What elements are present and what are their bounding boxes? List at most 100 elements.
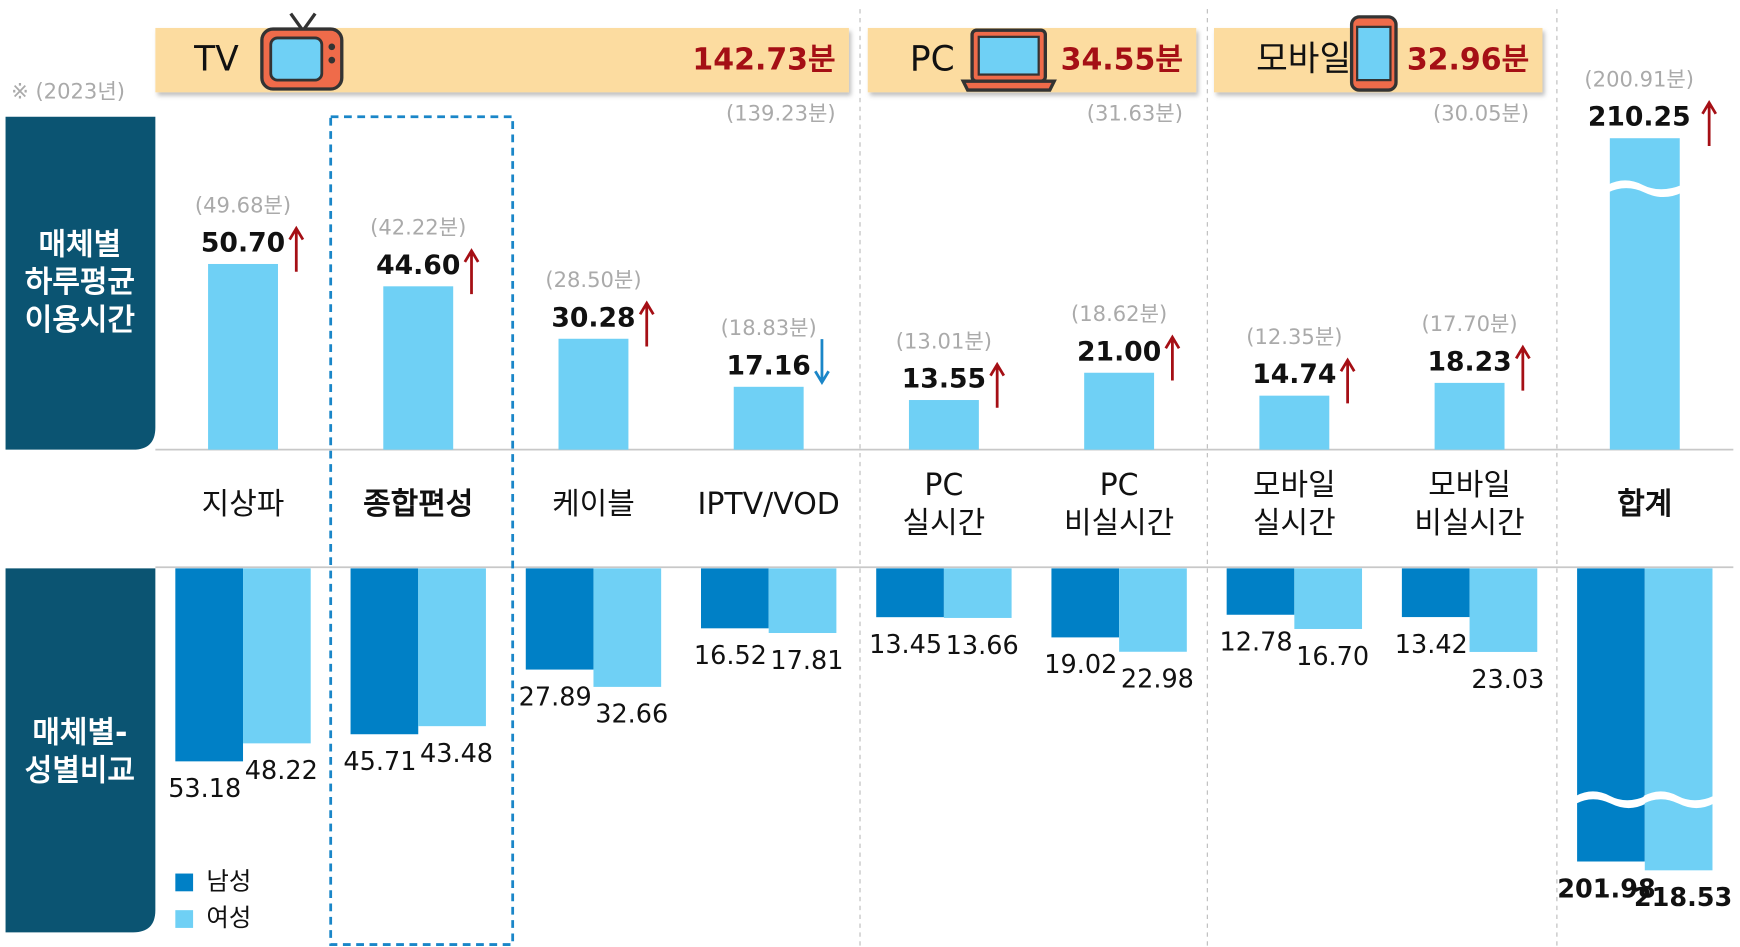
prev-value-label: (17.70분)	[1421, 311, 1517, 336]
group-prev-total: (139.23분)	[726, 101, 836, 126]
category-label: 지상파	[202, 487, 285, 522]
gender-value-label: 218.53	[1634, 883, 1732, 913]
prev-value-label: (42.22분)	[370, 215, 466, 240]
gender-bar	[243, 568, 311, 744]
gender-bar	[593, 568, 662, 687]
bar	[1434, 382, 1505, 450]
legend-swatch	[175, 873, 194, 892]
panel	[5, 116, 156, 450]
bar	[208, 263, 278, 450]
gender-value-label: 22.98	[1121, 665, 1194, 695]
tv-icon	[260, 12, 344, 91]
gender-value-label: 12.78	[1220, 628, 1293, 658]
category-label: IPTV/VOD	[697, 487, 839, 522]
gender-value-label: 32.66	[595, 700, 668, 730]
gender-bar	[1644, 568, 1713, 871]
note: ※ (2023년)	[11, 78, 125, 103]
gender-value-label: 48.22	[245, 756, 318, 786]
bar	[383, 286, 454, 450]
value-label: 17.16	[727, 350, 811, 381]
legend-swatch	[175, 910, 194, 928]
gender-bar	[1226, 568, 1295, 615]
gender-bar	[1119, 568, 1187, 652]
legend-label: 남성	[206, 866, 251, 895]
axis-break	[1643, 791, 1714, 809]
category-label: PC 비실시간	[1064, 468, 1174, 541]
gender-value-label: 13.45	[869, 630, 942, 660]
gender-bar	[943, 568, 1012, 618]
value-label: 21.00	[1077, 336, 1161, 367]
gender-value-label: 13.66	[946, 631, 1019, 661]
gender-bar	[1469, 568, 1538, 652]
prev-value-label: (28.50분)	[545, 267, 641, 292]
gender-bar	[350, 568, 419, 735]
axis-break	[1607, 180, 1682, 198]
gender-bar	[175, 568, 244, 762]
gender-value-label: 16.70	[1296, 642, 1369, 672]
category-label: 모바일 비실시간	[1414, 468, 1524, 541]
pc-icon	[960, 28, 1057, 92]
category-label: 종합편성	[363, 487, 473, 522]
category-label: 모바일 실시간	[1253, 468, 1336, 541]
category-label: 합계	[1617, 487, 1672, 522]
value-label: 210.25	[1588, 102, 1691, 133]
group-total: 142.73분	[692, 43, 835, 78]
value-label: 44.60	[376, 250, 460, 281]
bar	[733, 386, 804, 450]
prev-value-label: (13.01분)	[896, 328, 992, 353]
group-total: 32.96분	[1407, 43, 1529, 78]
value-label: 30.28	[551, 302, 635, 333]
group-name: TV	[193, 40, 239, 80]
mobile-icon	[1349, 15, 1398, 92]
legend-label: 여성	[206, 903, 251, 932]
change-arrow	[1164, 334, 1181, 381]
gender-bar	[768, 568, 837, 634]
prev-value-label: (12.35분)	[1246, 324, 1342, 349]
change-arrow	[638, 300, 655, 347]
category-label: PC 실시간	[903, 468, 986, 541]
bar	[908, 400, 979, 450]
change-arrow	[288, 225, 305, 272]
value-label: 13.55	[902, 364, 986, 395]
prev-value-label: (18.83분)	[721, 315, 817, 340]
change-arrow	[1339, 357, 1356, 404]
value-label: 50.70	[201, 228, 285, 259]
gender-value-label: 16.52	[694, 641, 767, 671]
gender-value-label: 23.03	[1471, 665, 1544, 695]
group-name: PC	[910, 40, 955, 80]
gender-value-label: 19.02	[1044, 650, 1117, 680]
group-name: 모바일	[1256, 40, 1351, 80]
gender-bar	[876, 568, 944, 618]
gender-value-label: 201.98	[1557, 874, 1655, 904]
axis-break	[1575, 791, 1646, 809]
highlight-box	[329, 115, 515, 946]
panel-label: 매체별 하루평균 이용시간	[25, 227, 136, 337]
group-prev-total: (30.05분)	[1433, 101, 1529, 126]
panel	[5, 568, 156, 933]
gender-value-label: 53.18	[168, 774, 241, 804]
gender-value-label: 13.42	[1395, 630, 1468, 660]
gender-value-label: 43.48	[420, 739, 493, 769]
change-arrow	[814, 339, 830, 386]
gender-bar	[700, 568, 769, 629]
gender-bar	[1294, 568, 1363, 629]
gender-bar	[1401, 568, 1470, 618]
change-arrow	[1701, 100, 1717, 146]
change-arrow	[463, 248, 480, 295]
change-arrow	[989, 361, 1006, 408]
gender-value-label: 17.81	[770, 646, 843, 676]
value-label: 18.23	[1427, 346, 1511, 377]
bar	[1084, 372, 1155, 450]
gender-bar	[1051, 568, 1120, 638]
gender-value-label: 27.89	[519, 682, 592, 712]
prev-value-label: (49.68분)	[195, 192, 291, 217]
value-label: 14.74	[1252, 359, 1336, 390]
gender-bar	[525, 568, 594, 670]
gender-value-label: 45.71	[343, 747, 416, 777]
category-label: 케이블	[552, 487, 635, 522]
panel-label: 매체별-성별비교	[25, 715, 135, 788]
prev-value-label: (18.62분)	[1071, 301, 1167, 326]
group-total: 34.55분	[1061, 43, 1183, 78]
gender-bar	[1577, 568, 1645, 862]
